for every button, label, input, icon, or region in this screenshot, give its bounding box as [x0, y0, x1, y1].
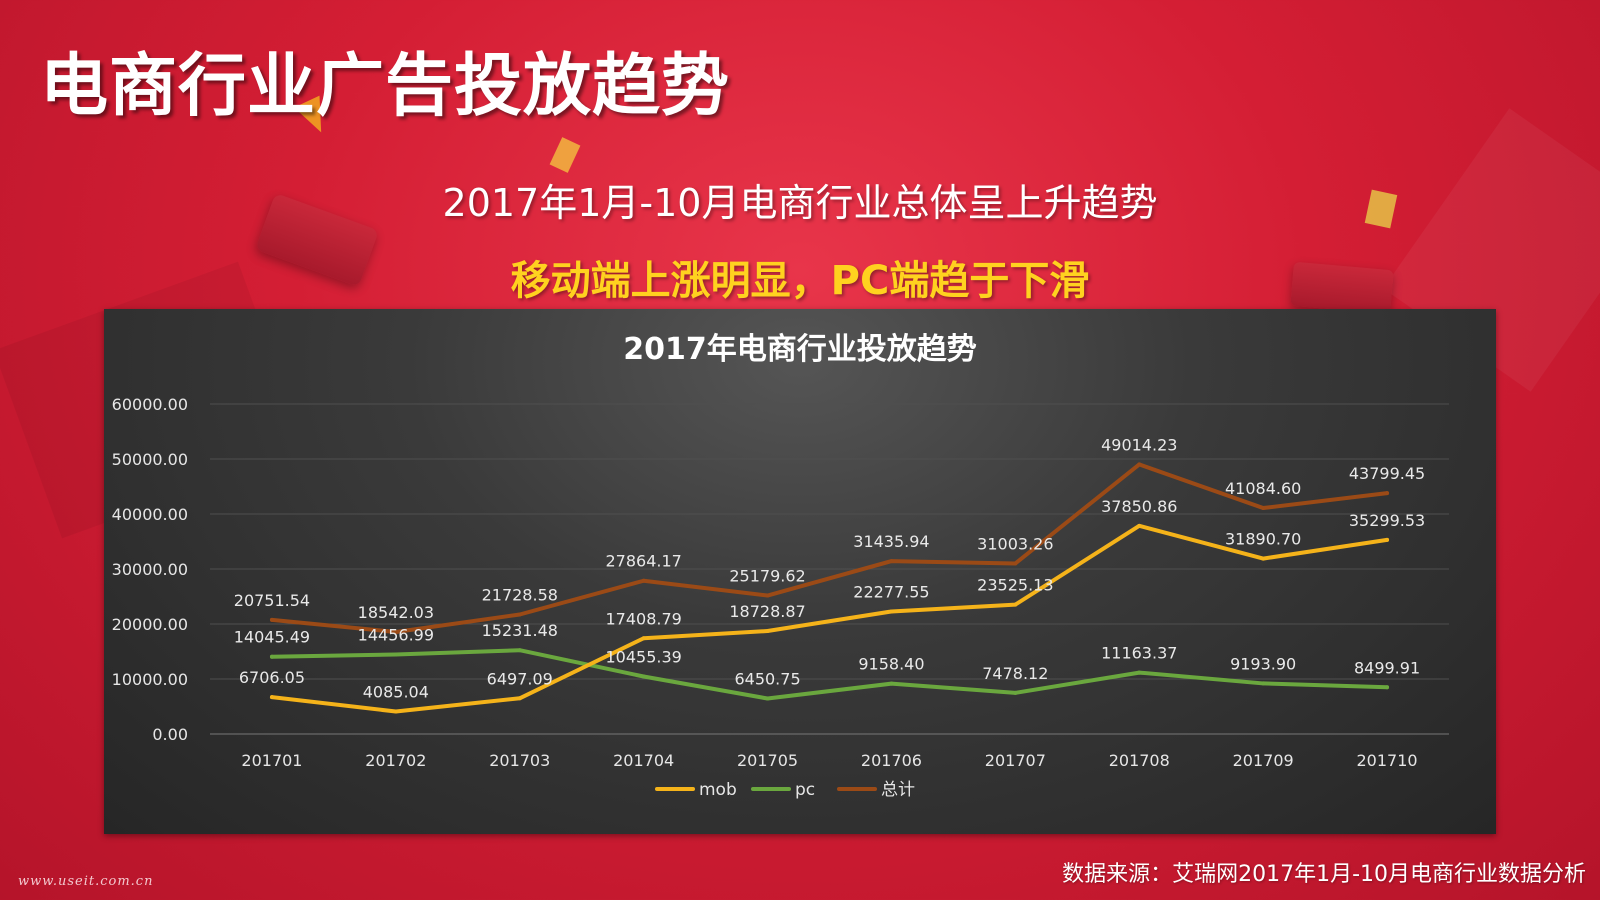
data-label: 6706.05: [239, 668, 305, 687]
data-point: [765, 593, 770, 598]
y-tick-label: 20000.00: [112, 615, 188, 634]
data-point: [269, 654, 274, 659]
data-label: 27864.17: [605, 552, 681, 571]
y-tick-label: 10000.00: [112, 670, 188, 689]
data-label: 14045.49: [234, 628, 310, 647]
gold-shard-decoration: [549, 137, 581, 173]
x-tick-label: 201702: [365, 751, 426, 770]
data-point: [517, 612, 522, 617]
data-label: 20751.54: [234, 591, 310, 610]
data-point: [641, 636, 646, 641]
data-point: [393, 630, 398, 635]
data-label: 21728.58: [482, 585, 558, 604]
x-axis: 201701 201702 201703 201704 201705 201706 2017…: [241, 751, 1417, 770]
series-line-mob: [269, 523, 1390, 714]
legend: mob pc 总计: [655, 780, 915, 800]
x-tick-label: 201710: [1357, 751, 1418, 770]
y-tick-label: 0.00: [152, 725, 188, 744]
data-label: 9193.90: [1230, 654, 1296, 673]
data-point: [765, 696, 770, 701]
data-point: [641, 578, 646, 583]
data-label: 6450.75: [734, 670, 800, 689]
data-label: 4085.04: [363, 683, 429, 702]
data-point: [269, 695, 274, 700]
chart-title: 2017年电商行业投放趋势: [623, 332, 977, 367]
data-point: [517, 648, 522, 653]
data-label: 17408.79: [605, 609, 681, 628]
data-label: 7478.12: [982, 664, 1048, 683]
data-label: 25179.62: [729, 567, 805, 586]
data-point: [1137, 670, 1142, 675]
data-label: 31003.26: [977, 534, 1053, 553]
data-point: [517, 696, 522, 701]
y-tick-label: 30000.00: [112, 560, 188, 579]
data-label: 14456.99: [358, 625, 434, 644]
data-label: 41084.60: [1225, 479, 1301, 498]
data-point: [889, 609, 894, 614]
chart-panel: 2017年电商行业投放趋势 0.00 10000.00 20000.00 30000.…: [104, 309, 1496, 834]
data-label: 43799.45: [1349, 464, 1425, 483]
series-line-total: [269, 462, 1390, 635]
data-point: [1261, 506, 1266, 511]
data-labels: 6706.05 4085.04 6497.09 17408.79 18728.87 222…: [234, 435, 1425, 701]
y-tick-label: 50000.00: [112, 450, 188, 469]
y-tick-label: 60000.00: [112, 395, 188, 414]
data-label: 22277.55: [853, 582, 929, 601]
data-point: [641, 674, 646, 679]
x-tick-label: 201701: [241, 751, 302, 770]
subtitle-highlight: 移动端上涨明显，PC端趋于下滑: [510, 258, 1090, 304]
x-tick-label: 201704: [613, 751, 674, 770]
data-point: [393, 652, 398, 657]
data-point: [1013, 561, 1018, 566]
data-point: [1137, 462, 1142, 467]
legend-label: 总计: [881, 780, 915, 800]
data-source-note: 数据来源：艾瑞网2017年1月-10月电商行业数据分析: [1062, 862, 1586, 887]
data-label: 49014.23: [1101, 435, 1177, 454]
data-point: [1013, 690, 1018, 695]
data-point: [393, 709, 398, 714]
data-label: 23525.13: [977, 576, 1053, 595]
data-label: 31890.70: [1225, 530, 1301, 549]
data-point: [889, 559, 894, 564]
x-tick-label: 201705: [737, 751, 798, 770]
data-label: 6497.09: [487, 669, 553, 688]
data-label: 35299.53: [1349, 511, 1425, 530]
data-point: [269, 617, 274, 622]
x-tick-label: 201709: [1233, 751, 1294, 770]
series-line-pc: [269, 648, 1390, 701]
data-point: [889, 681, 894, 686]
legend-label: pc: [795, 780, 815, 800]
data-label: 15231.48: [482, 621, 558, 640]
data-point: [1385, 685, 1390, 690]
data-label: 11163.37: [1101, 644, 1177, 663]
y-axis: 0.00 10000.00 20000.00 30000.00 40000.00 5000…: [112, 395, 188, 744]
grid-lines: [210, 403, 1449, 735]
x-tick-label: 201707: [985, 751, 1046, 770]
data-point: [1261, 556, 1266, 561]
y-tick-label: 40000.00: [112, 505, 188, 524]
data-label: 37850.86: [1101, 497, 1177, 516]
x-tick-label: 201703: [489, 751, 550, 770]
data-point: [765, 628, 770, 633]
data-point: [1385, 537, 1390, 542]
data-label: 9158.40: [858, 655, 924, 674]
data-point: [1013, 602, 1018, 607]
data-point: [1137, 523, 1142, 528]
x-tick-label: 201706: [861, 751, 922, 770]
line-chart: 2017年电商行业投放趋势 0.00 10000.00 20000.00 30000.…: [112, 332, 1449, 800]
data-label: 18542.03: [358, 603, 434, 622]
data-label: 10455.39: [605, 647, 681, 666]
data-label: 18728.87: [729, 602, 805, 621]
watermark: www.useit.com.cn: [18, 874, 154, 889]
x-tick-label: 201708: [1109, 751, 1170, 770]
data-point: [1385, 491, 1390, 496]
series-lines: [269, 462, 1390, 714]
data-label: 31435.94: [853, 532, 929, 551]
legend-label: mob: [699, 780, 737, 800]
page-title: 电商行业广告投放趋势: [40, 47, 731, 126]
data-point: [1261, 681, 1266, 686]
subtitle-trend: 2017年1月-10月电商行业总体呈上升趋势: [442, 181, 1158, 225]
data-label: 8499.91: [1354, 658, 1420, 677]
